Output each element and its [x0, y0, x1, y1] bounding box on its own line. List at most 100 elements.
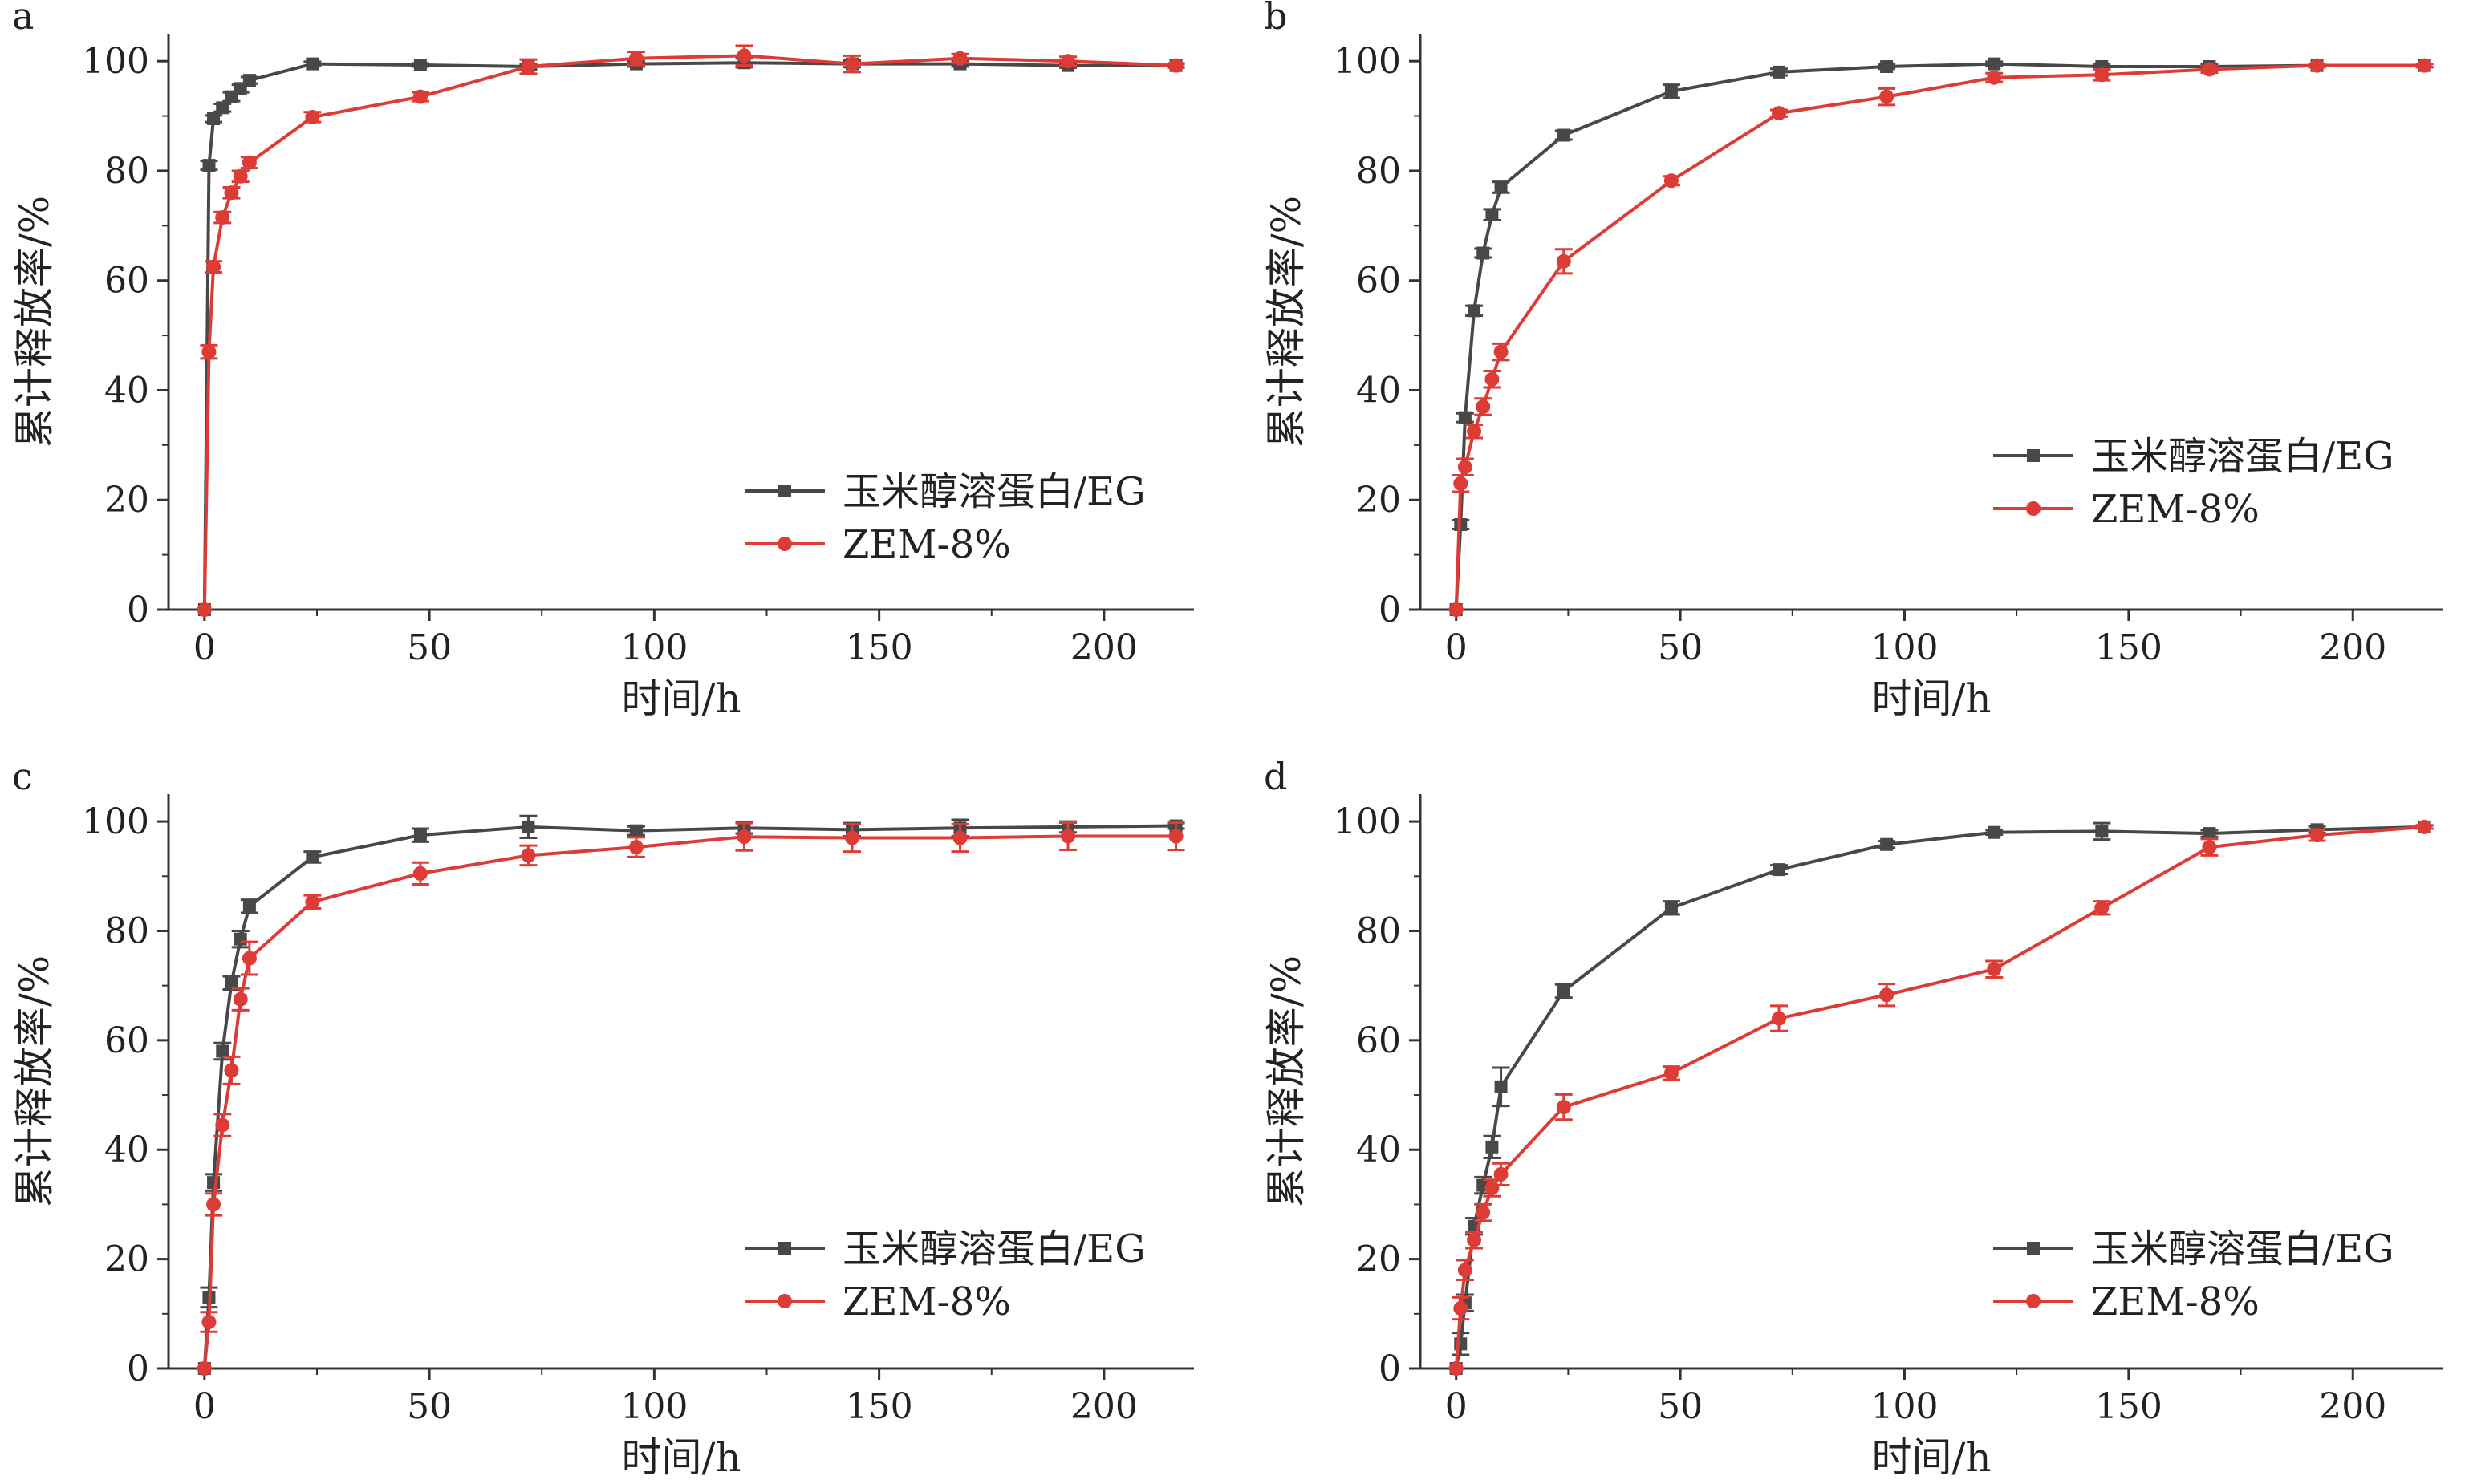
- data-point: [412, 866, 428, 881]
- series-2: [1448, 819, 2434, 1376]
- y-axis-title: 累计释放率/%: [1263, 196, 1310, 448]
- data-point: [1457, 460, 1472, 475]
- series-line: [202, 834, 1176, 1369]
- data-point: [215, 1117, 230, 1133]
- x-tick-label: 100: [620, 627, 688, 668]
- data-point: [1988, 57, 2001, 71]
- data-point: [1485, 208, 1499, 221]
- data-point: [216, 1044, 229, 1058]
- legend-label: 玉米醇溶蛋白/EG: [2091, 434, 2394, 479]
- data-point: [1987, 70, 2002, 85]
- y-axis-title: 累计释放率/%: [11, 196, 58, 448]
- x-tick-label: 200: [1070, 1386, 1138, 1427]
- data-point: [737, 829, 752, 845]
- x-axis-title: 时间/h: [621, 1434, 741, 1481]
- data-point: [1773, 863, 1786, 877]
- legend-swatch-marker: [2027, 449, 2040, 462]
- y-tick-label: 20: [104, 1239, 149, 1280]
- data-point: [952, 830, 968, 845]
- data-point: [413, 829, 427, 842]
- x-tick-label: 0: [193, 1386, 216, 1427]
- data-point: [242, 951, 257, 966]
- data-point: [197, 1361, 212, 1376]
- data-point: [306, 57, 319, 71]
- data-point: [2309, 58, 2325, 73]
- data-point: [1061, 829, 1076, 844]
- panel-letter: b: [1264, 0, 1287, 38]
- legend-label: ZEM-8%: [843, 1279, 1011, 1324]
- panel-c: c 0 20 40 60 80 100 0 50 100 150 200 时间/h 累计释放率/% 玉米醇溶…: [11, 755, 1194, 1481]
- data-point: [629, 824, 643, 837]
- data-point: [197, 602, 212, 617]
- data-point: [202, 159, 216, 172]
- data-point: [628, 51, 644, 66]
- y-tick-label: 20: [1356, 1239, 1401, 1280]
- data-point: [1484, 1180, 1500, 1195]
- panel-a: a 0 20 40 60 80 100 0 50 100 150 200 时间/h 累计释放率/% 玉米醇溶…: [11, 0, 1194, 722]
- legend-swatch-marker: [778, 485, 791, 497]
- x-tick-label: 150: [846, 1386, 913, 1427]
- data-point: [224, 185, 239, 201]
- legend-label: 玉米醇溶蛋白/EG: [843, 1227, 1146, 1271]
- y-tick-label: 60: [1356, 261, 1401, 302]
- x-tick-label: 200: [2319, 1386, 2386, 1427]
- x-tick-label: 150: [2095, 627, 2162, 668]
- data-point: [521, 59, 536, 75]
- series-line: [1454, 63, 2425, 610]
- x-axis-title: 时间/h: [1871, 675, 1991, 722]
- data-point: [1663, 1065, 1679, 1081]
- data-point: [1988, 825, 2001, 839]
- data-point: [306, 850, 319, 864]
- data-point: [1556, 253, 1571, 269]
- data-point: [1453, 1300, 1468, 1316]
- y-tick-label: 0: [127, 1348, 149, 1389]
- data-point: [1457, 1263, 1472, 1278]
- legend-swatch-marker: [778, 537, 792, 551]
- data-point: [2202, 840, 2217, 855]
- x-tick-label: 50: [407, 627, 452, 668]
- data-point: [628, 840, 644, 855]
- legend-entry: ZEM-8%: [745, 522, 1011, 567]
- x-tick-label: 0: [193, 627, 216, 668]
- data-point: [1494, 180, 1508, 194]
- data-point: [1556, 1100, 1571, 1115]
- y-tick-label: 100: [82, 41, 149, 82]
- data-point: [2095, 825, 2109, 838]
- data-point: [1773, 65, 1786, 79]
- x-tick-label: 0: [1445, 1386, 1468, 1427]
- data-point: [1663, 173, 1679, 189]
- data-point: [1987, 962, 2002, 977]
- data-point: [1061, 54, 1076, 69]
- legend-swatch-marker: [2027, 1242, 2040, 1255]
- data-point: [1493, 344, 1509, 359]
- data-point: [1485, 1140, 1499, 1154]
- y-axis-title: 累计释放率/%: [11, 955, 58, 1207]
- data-point: [413, 58, 427, 71]
- y-tick-label: 100: [1334, 41, 1401, 82]
- data-point: [242, 155, 257, 170]
- x-tick-label: 50: [1658, 1386, 1703, 1427]
- y-tick-label: 60: [104, 261, 149, 302]
- legend-entry: ZEM-8%: [745, 1279, 1011, 1324]
- y-tick-label: 80: [1356, 151, 1401, 192]
- x-tick-label: 0: [1445, 627, 1468, 668]
- data-point: [215, 210, 230, 225]
- data-point: [1879, 89, 1894, 104]
- x-axis-title: 时间/h: [1871, 1434, 1991, 1481]
- data-point: [845, 830, 859, 845]
- legend-swatch-marker: [2026, 501, 2041, 516]
- series-line: [202, 54, 1176, 610]
- data-point: [1476, 246, 1490, 260]
- x-tick-label: 150: [846, 627, 913, 668]
- legend-entry: 玉米醇溶蛋白/EG: [1993, 1227, 2394, 1271]
- panel-letter: a: [12, 0, 34, 38]
- x-tick-label: 200: [2319, 627, 2386, 668]
- y-tick-label: 100: [82, 801, 149, 842]
- panel-b: b 0 20 40 60 80 100 0 50 100 150 200 时间/h 累计释放率/% 玉米醇溶…: [1263, 0, 2443, 722]
- y-tick-label: 40: [104, 370, 149, 411]
- data-point: [737, 48, 752, 63]
- series-line: [1454, 825, 2425, 1369]
- data-point: [1168, 58, 1184, 73]
- legend-label: 玉米醇溶蛋白/EG: [2091, 1227, 2394, 1271]
